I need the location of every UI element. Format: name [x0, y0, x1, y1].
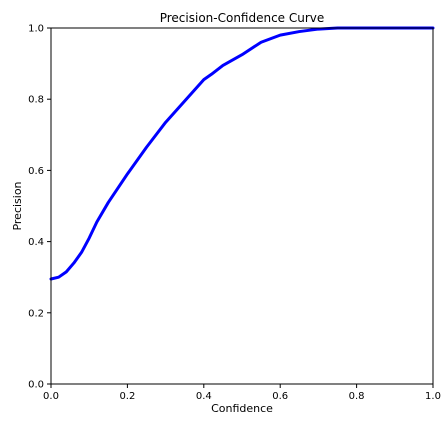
x-axis: 0.0 0.2 0.4 0.6 0.8 1.0 [43, 384, 441, 402]
x-tick-label: 1.0 [425, 391, 441, 402]
y-tick-label: 0.6 [28, 166, 44, 177]
series-line-0 [49, 26, 435, 281]
y-tick-label: 0.8 [28, 95, 44, 106]
chart-title: Precision-Confidence Curve [160, 11, 325, 25]
x-tick-label: 0.8 [349, 391, 365, 402]
x-tick-label: 0.4 [196, 391, 212, 402]
y-axis-label: Precision [11, 181, 24, 230]
x-tick-label: 0.6 [272, 391, 288, 402]
plot-frame [50, 27, 434, 385]
y-tick-label: 0.0 [28, 380, 44, 391]
plot-area [49, 26, 435, 281]
y-tick-label: 0.4 [28, 237, 44, 248]
y-tick-label: 1.0 [28, 24, 44, 35]
x-tick-label: 0.0 [43, 391, 59, 402]
x-axis-label: Confidence [211, 402, 273, 415]
y-tick-label: 0.2 [28, 308, 44, 319]
x-tick-label: 0.2 [119, 391, 135, 402]
y-axis: 0.0 0.2 0.4 0.6 0.8 1.0 [28, 24, 51, 391]
